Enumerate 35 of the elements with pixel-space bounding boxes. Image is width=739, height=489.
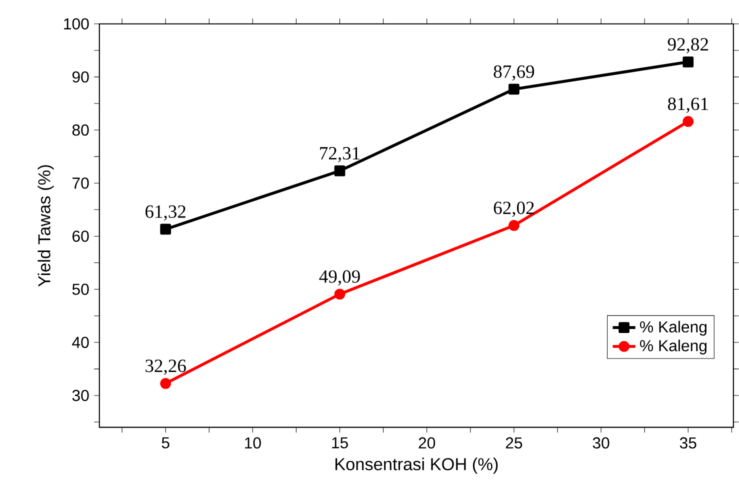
data-label: 72,31 [320, 147, 360, 162]
data-label: 61,32 [146, 205, 186, 221]
x-axis-title: Konsentrasi KOH (%) [335, 458, 498, 474]
point [508, 84, 520, 95]
x-tick-label: 30 [592, 437, 610, 449]
legend-label: % Kaleng [640, 340, 706, 355]
x-tick-label: 5 [162, 437, 170, 448]
y-tick-label: 50 [72, 284, 89, 295]
data-label: 92,82 [668, 38, 708, 54]
point [334, 165, 346, 176]
y-tick-label: 80 [72, 124, 89, 136]
x-tick-label: 35 [680, 437, 696, 449]
point [682, 116, 694, 127]
point [508, 220, 520, 231]
y-tick-label: 30 [72, 390, 89, 402]
y-tick-label: 60 [72, 230, 89, 242]
y-tick-label: 40 [72, 336, 89, 348]
data-label: 32,26 [146, 360, 186, 375]
point [334, 288, 346, 300]
data-label: 49,09 [319, 270, 360, 286]
x-tick-label: 15 [332, 437, 348, 448]
point [682, 56, 694, 68]
point [160, 224, 172, 235]
y-tick-label: 90 [72, 71, 89, 83]
data-label: 81,61 [668, 98, 708, 113]
x-tick-label: 20 [418, 437, 436, 449]
data-label: 62,02 [494, 202, 534, 217]
y-tick-label: 70 [72, 178, 89, 189]
x-tick-label: 25 [506, 437, 522, 449]
y-tick-label: 100 [64, 18, 89, 30]
point [160, 378, 172, 389]
data-label: 87,69 [494, 65, 534, 81]
y-axis-title: Yield Tawas (%) [38, 165, 54, 287]
x-tick-label: 10 [245, 437, 261, 449]
legend-label: % Kaleng [640, 320, 706, 336]
